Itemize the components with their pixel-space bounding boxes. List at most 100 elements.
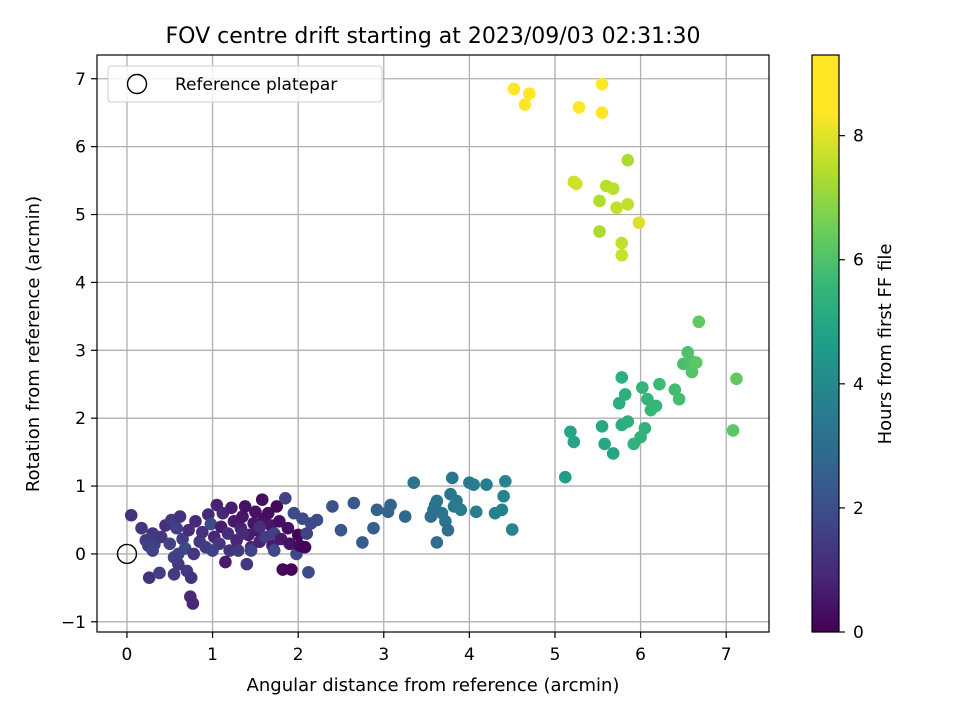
- data-point: [206, 544, 219, 557]
- data-point: [173, 510, 187, 523]
- data-point: [507, 82, 521, 96]
- x-tick-label: 1: [207, 645, 218, 665]
- data-point: [270, 500, 284, 513]
- y-axis-ticks: −1 0 1 2 3 4 5 6 7: [61, 70, 97, 633]
- data-point: [221, 527, 235, 540]
- colorbar: 0 2 4 6 8 Hours from first FF file: [811, 54, 896, 643]
- x-tick-label: 4: [464, 645, 475, 665]
- data-point: [267, 544, 281, 557]
- y-tick-label: 6: [75, 138, 86, 158]
- data-point: [454, 503, 468, 517]
- colorbar-ticks: 0 2 4 6 8: [839, 127, 864, 643]
- data-point: [285, 563, 298, 576]
- x-axis-label: Angular distance from reference (arcmin): [247, 675, 620, 696]
- data-point: [430, 536, 444, 549]
- data-point: [638, 422, 652, 435]
- colorbar-label: Hours from first FF file: [875, 244, 896, 445]
- data-point: [441, 523, 455, 537]
- data-point: [236, 527, 249, 540]
- colorbar-tick-label: 2: [853, 499, 864, 519]
- data-point: [326, 500, 339, 513]
- data-point: [612, 396, 626, 410]
- data-point: [135, 521, 148, 535]
- data-point: [593, 225, 606, 238]
- data-point: [480, 478, 493, 491]
- data-point: [615, 371, 629, 384]
- data-point: [692, 315, 706, 329]
- data-point: [618, 388, 632, 401]
- data-point: [668, 383, 682, 396]
- data-point: [225, 501, 238, 515]
- legend: Reference platepar: [107, 65, 383, 103]
- data-point: [310, 513, 324, 527]
- data-point: [518, 98, 532, 111]
- points: [124, 77, 743, 610]
- y-tick-label: 0: [75, 545, 86, 565]
- data-point: [430, 494, 444, 508]
- data-point: [407, 476, 421, 489]
- data-point: [142, 571, 156, 584]
- data-point: [384, 498, 397, 512]
- colorbar-fill: [812, 55, 839, 632]
- data-point: [606, 447, 620, 460]
- data-point: [189, 515, 202, 528]
- data-point: [300, 527, 314, 540]
- data-point: [195, 525, 209, 539]
- data-point: [176, 532, 189, 546]
- data-point: [615, 236, 629, 250]
- data-point: [204, 517, 218, 531]
- data-point: [595, 77, 609, 91]
- data-point: [467, 478, 480, 491]
- data-point: [273, 515, 286, 528]
- data-point: [595, 106, 609, 119]
- data-point: [606, 182, 620, 196]
- data-point: [238, 500, 252, 513]
- data-point: [298, 540, 312, 554]
- y-tick-label: 2: [75, 409, 86, 429]
- data-point: [187, 547, 201, 561]
- data-point: [240, 557, 254, 571]
- data-point: [279, 491, 292, 505]
- data-point: [182, 523, 195, 537]
- x-tick-label: 0: [122, 645, 133, 665]
- data-point: [505, 523, 519, 536]
- data-point: [672, 392, 686, 406]
- y-tick-label: 1: [75, 477, 86, 497]
- data-point: [595, 420, 609, 433]
- data-point: [499, 475, 512, 488]
- data-point: [367, 521, 380, 535]
- data-point: [219, 555, 232, 569]
- data-point: [689, 356, 703, 369]
- data-point: [283, 537, 296, 551]
- data-point: [598, 437, 611, 451]
- x-tick-label: 7: [721, 645, 732, 665]
- reference-point: [116, 543, 138, 565]
- data-point: [632, 216, 646, 229]
- x-tick-label: 6: [635, 645, 646, 665]
- data-point: [621, 415, 635, 428]
- data-point: [163, 537, 177, 551]
- data-point: [281, 521, 295, 535]
- data-point: [146, 544, 159, 557]
- data-point: [495, 503, 509, 517]
- data-point: [124, 508, 138, 522]
- legend-box: [107, 65, 383, 103]
- data-point: [570, 177, 583, 191]
- colorbar-tick-label: 0: [853, 623, 864, 643]
- data-point: [621, 198, 635, 211]
- chart-title: FOV centre drift starting at 2023/09/03 …: [166, 24, 701, 49]
- data-point: [356, 536, 369, 549]
- y-tick-label: 5: [75, 206, 86, 226]
- data-point: [231, 544, 245, 557]
- data-point: [154, 530, 168, 544]
- y-tick-label: −1: [61, 613, 86, 633]
- plot-frame: [96, 54, 770, 633]
- x-tick-label: 5: [550, 645, 561, 665]
- grid: [97, 55, 769, 632]
- data-point: [636, 381, 649, 394]
- data-point: [153, 566, 166, 580]
- data-point: [261, 506, 275, 520]
- data-point: [610, 201, 623, 215]
- data-point: [558, 470, 572, 484]
